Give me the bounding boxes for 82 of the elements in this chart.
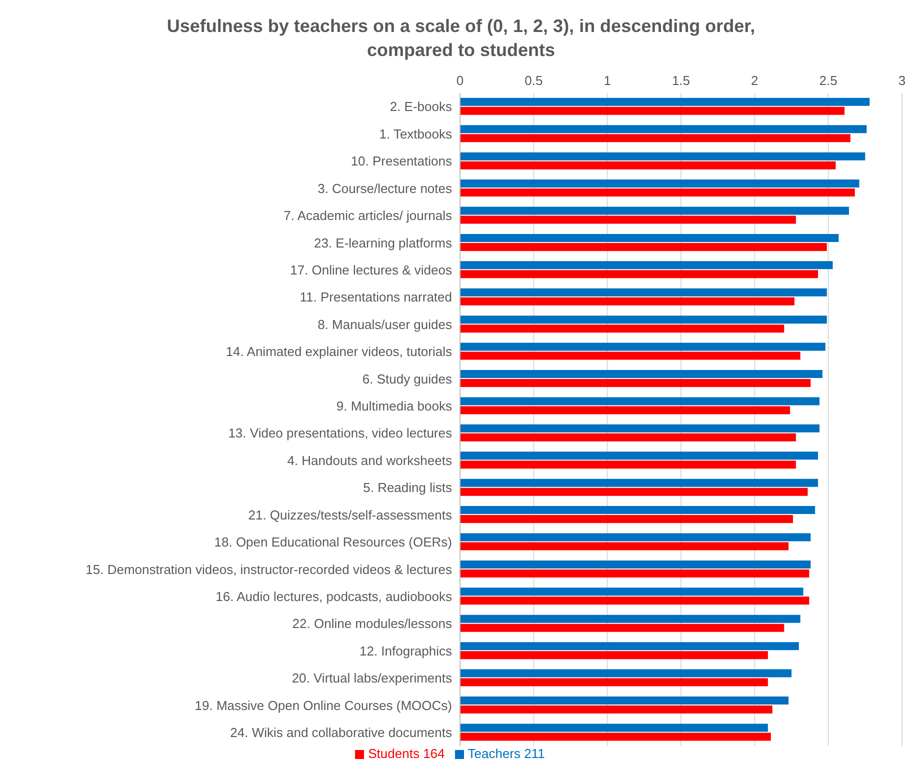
bar bbox=[460, 378, 811, 387]
bar bbox=[460, 596, 810, 605]
bar bbox=[460, 242, 827, 251]
bar bbox=[460, 98, 870, 106]
bar bbox=[460, 180, 860, 188]
x-tick-label: 0.5 bbox=[524, 73, 543, 88]
bar bbox=[460, 506, 816, 514]
bar bbox=[460, 724, 768, 732]
bar bbox=[460, 216, 796, 224]
y-tick-label: 24. Wikis and collaborative documents bbox=[230, 725, 452, 740]
y-tick-label: 14. Animated explainer videos, tutorials bbox=[226, 344, 452, 360]
bar bbox=[460, 515, 793, 524]
y-tick-label: 16. Audio lectures, podcasts, audiobooks bbox=[216, 588, 452, 604]
bar bbox=[460, 478, 818, 487]
y-tick-label: 4. Handouts and worksheets bbox=[287, 452, 452, 468]
y-tick-label: 8. Manuals/user guides bbox=[318, 316, 452, 332]
y-tick-label: 18. Open Educational Resources (OERs) bbox=[214, 534, 452, 550]
bar bbox=[460, 324, 784, 333]
bar bbox=[460, 588, 804, 596]
y-tick-label: 11. Presentations narrated bbox=[300, 290, 452, 305]
bar bbox=[460, 696, 789, 704]
y-tick-label: 20. Virtual labs/experiments bbox=[292, 670, 452, 686]
bar bbox=[460, 560, 811, 568]
bar bbox=[460, 342, 826, 351]
y-tick-label: 19. Massive Open Online Courses (MOOCs) bbox=[194, 698, 452, 713]
y-tick-label: 1. Textbooks bbox=[379, 126, 452, 142]
bar bbox=[460, 460, 796, 469]
y-tick-label: 3. Course/lecture notes bbox=[318, 180, 452, 196]
bar bbox=[460, 188, 855, 197]
bar bbox=[460, 270, 818, 278]
x-tick-label: 0 bbox=[456, 73, 464, 88]
y-tick-label: 21. Quizzes/tests/self-assessments bbox=[248, 507, 452, 522]
bar bbox=[460, 297, 794, 306]
y-tick-label: 2. E-books bbox=[390, 99, 452, 114]
legend-label: Teachers 211 bbox=[468, 746, 545, 761]
y-tick-label: 15. Demonstration videos, instructor-recorded videos & lectures bbox=[86, 562, 452, 577]
bar bbox=[460, 569, 810, 578]
y-tick-label: 12. Infographics bbox=[359, 643, 452, 658]
legend-label: Students 164 bbox=[368, 746, 445, 761]
bar bbox=[460, 669, 792, 678]
bar bbox=[460, 234, 839, 242]
y-tick-label: 22. Online modules/lessons bbox=[292, 616, 452, 632]
bar bbox=[460, 542, 789, 550]
x-tick-label: 2 bbox=[751, 73, 758, 88]
bar bbox=[460, 261, 833, 270]
y-tick-label: 6. Study guides bbox=[362, 371, 452, 386]
y-tick-label: 23. E-learning platforms bbox=[314, 235, 452, 250]
bar bbox=[460, 316, 827, 324]
x-tick-label: 3 bbox=[898, 73, 906, 88]
bar bbox=[460, 642, 799, 650]
chart-title: Usefulness by teachers on a scale of (0, 1, 2, 3), in descending order, compared to students bbox=[166, 15, 756, 62]
y-tick-label: 5. Reading lists bbox=[363, 480, 452, 496]
bar bbox=[460, 370, 822, 378]
bar bbox=[460, 614, 800, 623]
bar bbox=[460, 352, 800, 360]
bar bbox=[460, 705, 772, 714]
bar bbox=[460, 651, 768, 660]
bar bbox=[460, 397, 820, 406]
x-tick-label: 1 bbox=[604, 73, 611, 88]
bar bbox=[460, 732, 771, 741]
x-tick-label: 2.5 bbox=[819, 73, 838, 88]
bar bbox=[460, 433, 796, 442]
bar bbox=[460, 452, 818, 460]
bar bbox=[460, 624, 784, 632]
y-tick-label: 17. Online lectures & videos bbox=[290, 262, 452, 278]
bar bbox=[460, 678, 768, 686]
bar bbox=[460, 125, 867, 134]
bar bbox=[460, 152, 866, 160]
y-tick-label: 9. Multimedia books bbox=[336, 398, 452, 414]
bar bbox=[460, 533, 811, 542]
x-tick-label: 1.5 bbox=[672, 73, 690, 88]
bar bbox=[460, 134, 850, 142]
bar bbox=[460, 488, 808, 496]
bar bbox=[460, 206, 849, 215]
bar bbox=[460, 424, 820, 432]
bar bbox=[460, 406, 790, 414]
bar bbox=[460, 106, 845, 115]
bar bbox=[460, 288, 827, 296]
y-tick-label: 7. Academic articles/ journals bbox=[284, 208, 452, 224]
y-tick-label: 10. Presentations bbox=[350, 154, 452, 169]
y-tick-label: 13. Video presentations, video lectures bbox=[228, 426, 452, 441]
bar bbox=[460, 161, 836, 170]
